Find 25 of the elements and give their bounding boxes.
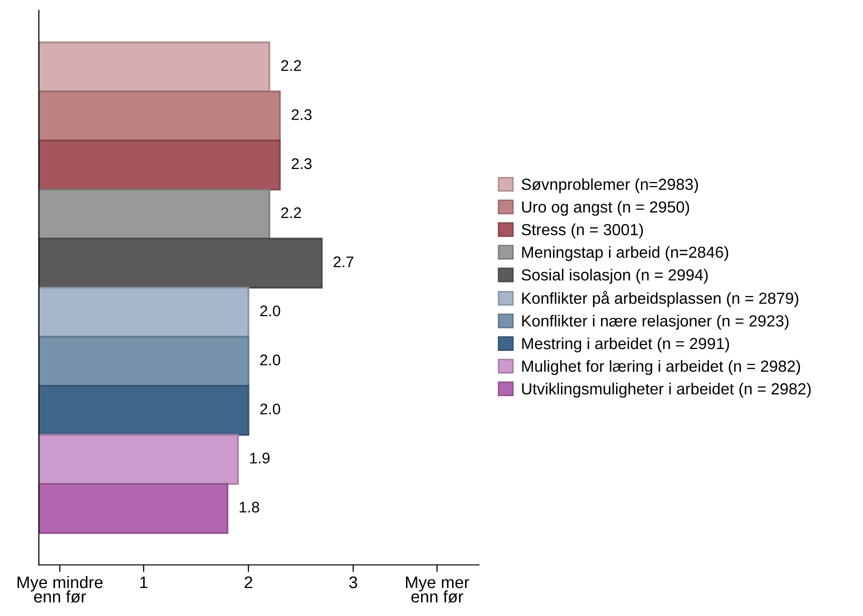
legend-label: Konflikter på arbeidsplassen (n = 2879) <box>522 290 798 308</box>
x-tick-label: Mye mer enn før <box>406 576 470 603</box>
data-label: 2.2 <box>281 60 301 71</box>
data-label: 2.3 <box>292 158 312 170</box>
legend-label: Meningstap i arbeid (n=2846) <box>522 246 728 262</box>
x-tick-label: 3 <box>349 576 358 588</box>
legend-label: Søvnproblemer (n=2983) <box>522 178 698 194</box>
legend-label: Utviklingsmuligheter i arbeidet (n = 2982) <box>522 382 811 398</box>
data-label: 1.9 <box>250 452 270 464</box>
data-label: 1.8 <box>240 502 260 513</box>
legend-label: Mestring i arbeidet (n = 2991) <box>522 337 730 352</box>
legend-label: Sosial isolasjon (n = 2994) <box>522 268 708 284</box>
data-label: 2.3 <box>292 109 312 120</box>
x-tick-label: 2 <box>244 576 252 588</box>
data-label: 2.7 <box>334 256 354 268</box>
data-label: 2.2 <box>281 207 301 218</box>
x-tick-label: 1 <box>140 576 148 588</box>
data-label: 2.0 <box>260 404 280 414</box>
legend-label: Uro og angst (n = 2950) <box>522 200 690 216</box>
legend-label: Mulighet for læring i arbeidet (n = 2982) <box>522 360 800 376</box>
legend-label: Stress (n = 3001) <box>522 224 643 238</box>
legend-label: Konflikter i nære relasjoner (n = 2923) <box>522 314 788 330</box>
data-label: 2.0 <box>260 305 280 316</box>
x-tick-label: Mye mindre enn før <box>18 576 103 603</box>
data-label: 2.0 <box>260 354 280 366</box>
